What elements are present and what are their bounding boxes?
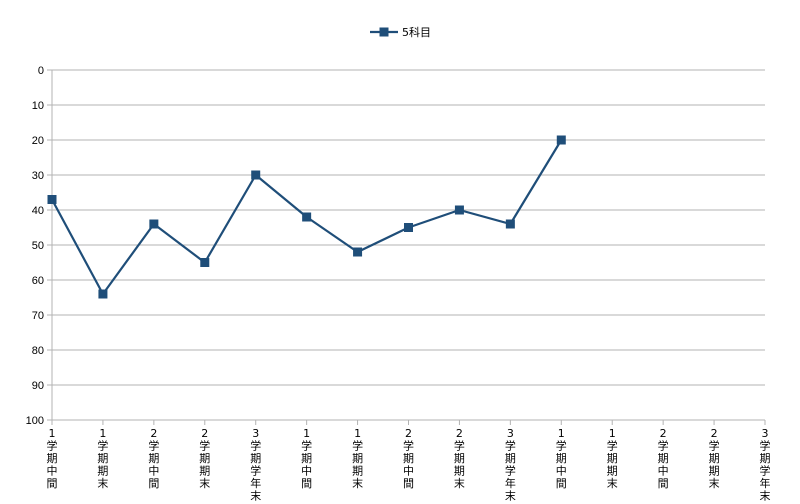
legend: 5科目	[370, 25, 431, 39]
data-point	[98, 289, 108, 299]
data-point	[505, 219, 515, 229]
y-tick-label: 10	[32, 100, 44, 112]
x-tick-label: 2 学期中間	[658, 427, 669, 490]
data-point	[454, 205, 464, 215]
x-tick-label: 1 学期期末	[97, 427, 108, 490]
y-tick-label: 20	[32, 135, 44, 147]
gridlines	[52, 69, 765, 421]
x-tick-label: 3 学期学年末	[250, 427, 261, 503]
y-tick-label: 90	[32, 380, 44, 392]
x-tick-label: 3 学期学年末	[505, 427, 516, 503]
y-tick-label: 0	[38, 65, 44, 77]
x-tick-label: 3 学期学年末	[760, 427, 771, 503]
y-tick-label: 80	[32, 345, 44, 357]
y-tick-label: 30	[32, 170, 44, 182]
data-point	[200, 258, 210, 267]
data-point	[556, 135, 566, 145]
x-tick-label: 2 学期期末	[454, 427, 465, 490]
y-tick-label: 70	[32, 310, 44, 322]
y-tick-label: 100	[26, 415, 44, 427]
y-tick-label: 50	[32, 240, 44, 252]
data-point	[353, 247, 363, 257]
series-5科目	[47, 135, 566, 299]
legend-marker	[379, 27, 389, 37]
x-tick-label: 1 学期中間	[301, 427, 312, 490]
x-tick-label: 1 学期中間	[556, 427, 567, 490]
x-tick-label: 1 学期期末	[607, 427, 618, 490]
y-tick-label: 40	[32, 205, 44, 217]
x-tick-label: 2 学期期末	[199, 427, 210, 490]
y-axis-tick-labels: 0 10 20 30 40 50 60 70 80 90 100	[26, 65, 44, 427]
x-tick-label: 2 学期中間	[148, 427, 159, 490]
x-tick-label: 1 学期中間	[47, 427, 58, 490]
y-tick-label: 60	[32, 275, 44, 287]
x-tick-label: 1 学期期末	[352, 427, 363, 490]
x-tick-label: 2 学期中間	[403, 427, 414, 490]
data-point	[251, 170, 261, 180]
data-point	[149, 219, 159, 229]
x-tick-label: 2 学期期末	[709, 427, 720, 490]
axes	[47, 69, 766, 425]
data-point	[47, 195, 57, 204]
legend-label: 5科目	[402, 25, 431, 39]
x-axis-tick-labels: 1 学期中間 1 学期期末 2 学期中間 2 学期期末 3 学期学年末 1 学期中間 1 学期期末 2 学期中…	[47, 427, 771, 503]
data-point	[302, 212, 312, 222]
data-point	[404, 223, 413, 232]
